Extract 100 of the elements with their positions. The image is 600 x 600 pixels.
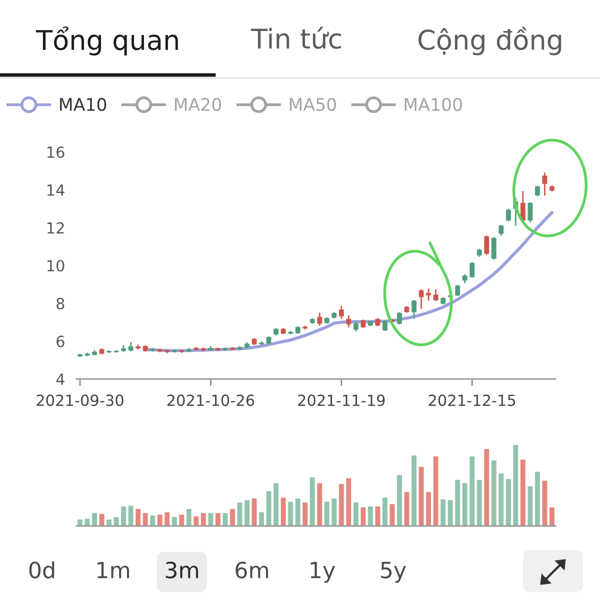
bar: [470, 456, 475, 526]
bar: [142, 513, 148, 526]
bar: [360, 507, 366, 526]
candlestick: [484, 235, 490, 255]
bar: [382, 498, 388, 526]
candlestick: [498, 225, 504, 236]
candlestick: [338, 306, 344, 319]
y-tick-label: 12: [47, 222, 64, 234]
text: 6m: [236, 562, 268, 578]
bar: [266, 491, 272, 526]
y-tick-label: 16: [47, 146, 64, 158]
bar: [121, 506, 126, 526]
y-tick-label: 10: [47, 260, 64, 272]
bar: [288, 502, 294, 526]
bar: [194, 516, 199, 526]
bar: [150, 515, 156, 526]
bar: [302, 502, 308, 526]
candlestick: [433, 289, 438, 301]
bar: [448, 500, 453, 526]
bar: [404, 492, 410, 526]
y-tick-label: 4: [56, 374, 64, 385]
bar: [280, 498, 286, 526]
y-tick-label: 6: [56, 336, 64, 348]
bar: [274, 483, 279, 526]
bar: [338, 484, 344, 526]
bar: [542, 480, 548, 526]
y-tick-label: 14: [47, 184, 64, 196]
candlestick: [150, 348, 156, 352]
bar: [498, 473, 504, 526]
bar: [520, 460, 526, 526]
text: 1y: [310, 562, 335, 583]
candlestick: [520, 191, 526, 222]
bar: [324, 502, 330, 526]
x-tick-label: 2021-11-19: [298, 394, 385, 406]
bar: [317, 483, 322, 526]
candlestick: [542, 172, 548, 196]
text: 0d: [29, 561, 54, 578]
candlestick: [288, 331, 294, 334]
bar: [368, 506, 373, 526]
bar: [230, 508, 235, 526]
text: Tin tức: [250, 26, 341, 49]
candlestick: [136, 344, 141, 350]
bar: [440, 499, 446, 526]
bar: [106, 520, 112, 526]
bar: [172, 517, 177, 526]
candlestick: [346, 315, 352, 328]
legend-label: MA100: [404, 98, 462, 112]
bar: [164, 512, 170, 526]
candlestick: [397, 312, 402, 324]
bar: [208, 513, 214, 526]
bar: [310, 477, 315, 526]
bar: [78, 520, 82, 526]
candlestick: [470, 262, 475, 278]
bar: [157, 514, 162, 526]
x-tick-label: 2021-10-26: [167, 394, 254, 406]
bar: [114, 517, 119, 526]
text: 3m: [166, 562, 198, 578]
bar: [215, 513, 220, 526]
bar: [128, 506, 134, 526]
bar: [513, 445, 518, 526]
bar: [484, 449, 490, 526]
bar: [259, 512, 264, 526]
candlestick: [534, 186, 540, 196]
bar: [491, 460, 496, 526]
bar: [332, 498, 337, 526]
x-tick-label: 2021-12-15: [428, 394, 516, 406]
bar: [295, 498, 300, 526]
text: 5y: [381, 562, 406, 583]
candlestick: [157, 348, 162, 352]
bar: [353, 502, 358, 526]
candlestick: [382, 320, 388, 332]
bar: [462, 483, 468, 526]
bar: [92, 513, 97, 526]
legend-label: MA20: [174, 98, 222, 112]
bar: [476, 480, 482, 526]
bar: [397, 474, 402, 526]
candlestick: [426, 288, 431, 301]
bar: [244, 500, 250, 526]
legend-label: MA50: [290, 98, 336, 112]
y-tick-label: 8: [56, 298, 64, 310]
candlestick: [455, 284, 460, 296]
candlestick: [506, 209, 511, 222]
text: Cộng đồng: [418, 26, 562, 56]
bar: [186, 508, 192, 526]
bar: [550, 507, 554, 526]
candlestick: [200, 348, 206, 352]
text: Tổng quan: [36, 26, 178, 56]
candlestick: [412, 300, 416, 319]
bar: [200, 513, 206, 526]
legend-label: MA10: [60, 98, 106, 112]
candlestick: [491, 237, 496, 260]
bar: [433, 456, 438, 526]
bar: [418, 466, 424, 526]
candlestick: [528, 202, 533, 222]
bar: [534, 472, 540, 526]
bar: [426, 492, 431, 526]
bar: [412, 456, 416, 526]
bar: [455, 480, 460, 526]
bar: [375, 506, 380, 526]
bar: [346, 478, 352, 526]
